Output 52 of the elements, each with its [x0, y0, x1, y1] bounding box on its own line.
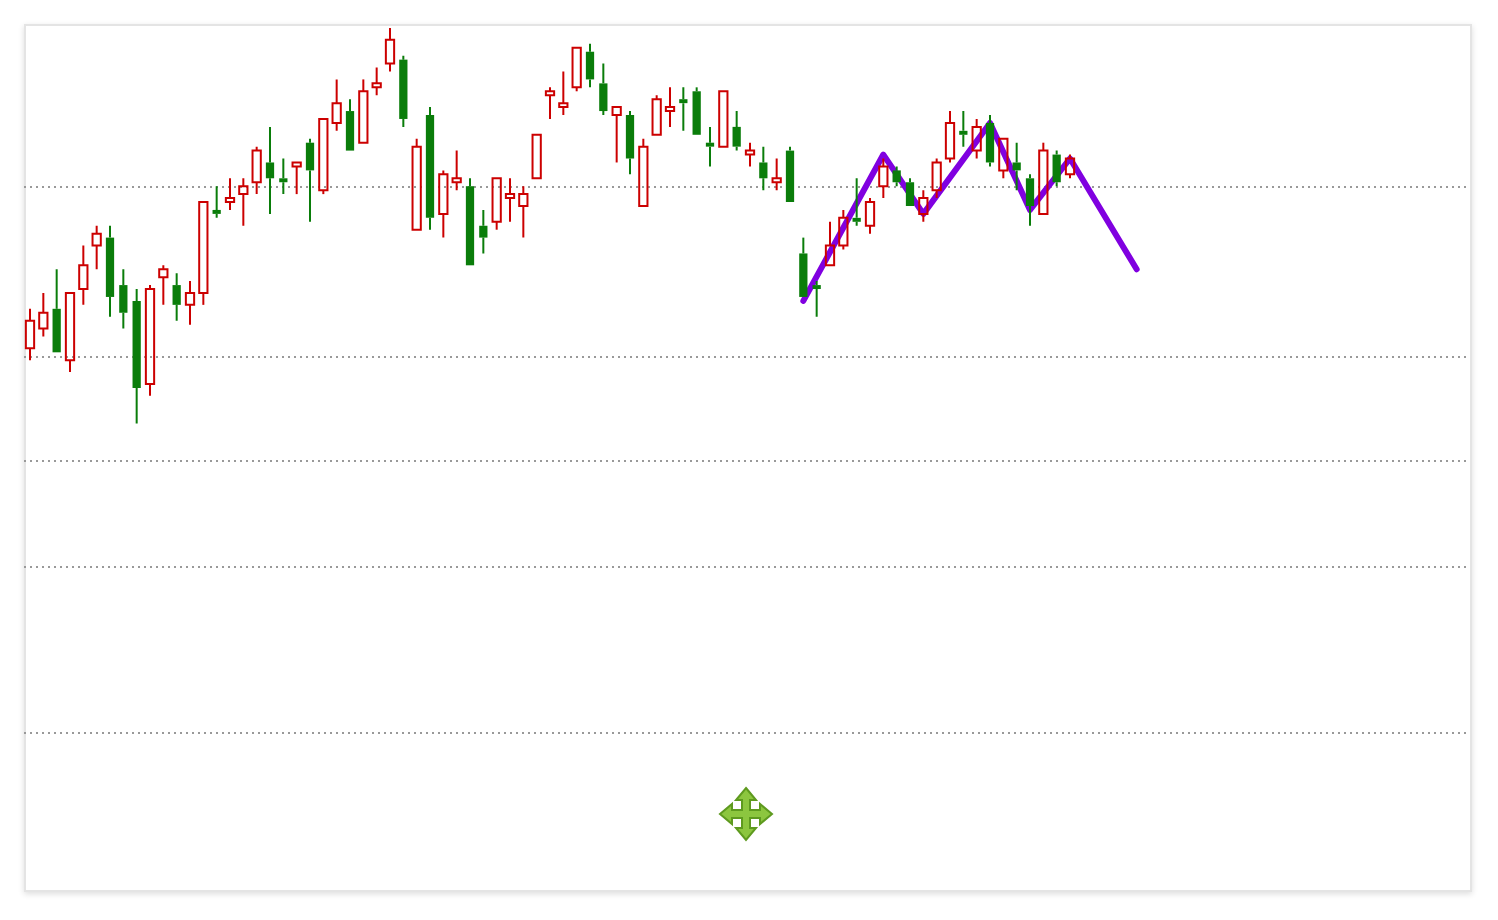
candlestick — [371, 66, 382, 97]
candlestick — [399, 54, 408, 128]
candlestick — [892, 165, 901, 188]
candlestick — [732, 110, 741, 152]
candlestick — [224, 177, 236, 211]
candlestick — [799, 236, 808, 297]
candlestick — [679, 86, 688, 132]
candlestick — [438, 169, 449, 239]
candlestick — [785, 145, 795, 203]
candlestick — [479, 208, 488, 255]
candlestick — [599, 62, 608, 117]
candlestick — [345, 98, 355, 151]
candlestick — [812, 280, 821, 318]
candlestick — [238, 177, 249, 227]
candlestick — [384, 27, 396, 73]
candlestick — [759, 145, 768, 192]
candlestick — [878, 157, 889, 200]
candlestick — [744, 141, 756, 168]
candlestick — [279, 157, 288, 196]
candlestick — [451, 149, 462, 192]
candlestick — [105, 224, 115, 318]
candlestick — [625, 110, 635, 176]
candlestick — [852, 177, 861, 227]
candlestick — [985, 114, 995, 168]
candlestick — [265, 125, 275, 215]
candlestick — [291, 161, 302, 196]
candlestick — [705, 125, 715, 168]
candlestick — [331, 78, 342, 132]
candlestick — [585, 42, 595, 89]
candlestick — [119, 268, 128, 330]
candlestick — [611, 106, 622, 164]
candlestick — [905, 177, 915, 206]
candlestick — [212, 185, 221, 219]
candlestick — [132, 288, 141, 425]
candlestick — [172, 272, 181, 322]
candlestick — [692, 86, 701, 135]
candlestick — [425, 106, 435, 231]
candlestick — [158, 264, 169, 306]
candlestick — [959, 110, 968, 148]
candlestick — [465, 177, 475, 266]
candlestick — [52, 268, 61, 353]
candlestick — [544, 86, 556, 120]
candlestick — [771, 157, 782, 192]
candlestick — [558, 70, 569, 117]
candlestick — [91, 224, 102, 271]
candlestick — [78, 244, 89, 306]
candlestick — [1052, 149, 1061, 188]
candlestick — [305, 137, 315, 223]
candlestick — [1012, 141, 1021, 192]
candlestick — [1025, 173, 1035, 227]
candlestick — [358, 78, 369, 144]
candlestick — [64, 291, 76, 374]
